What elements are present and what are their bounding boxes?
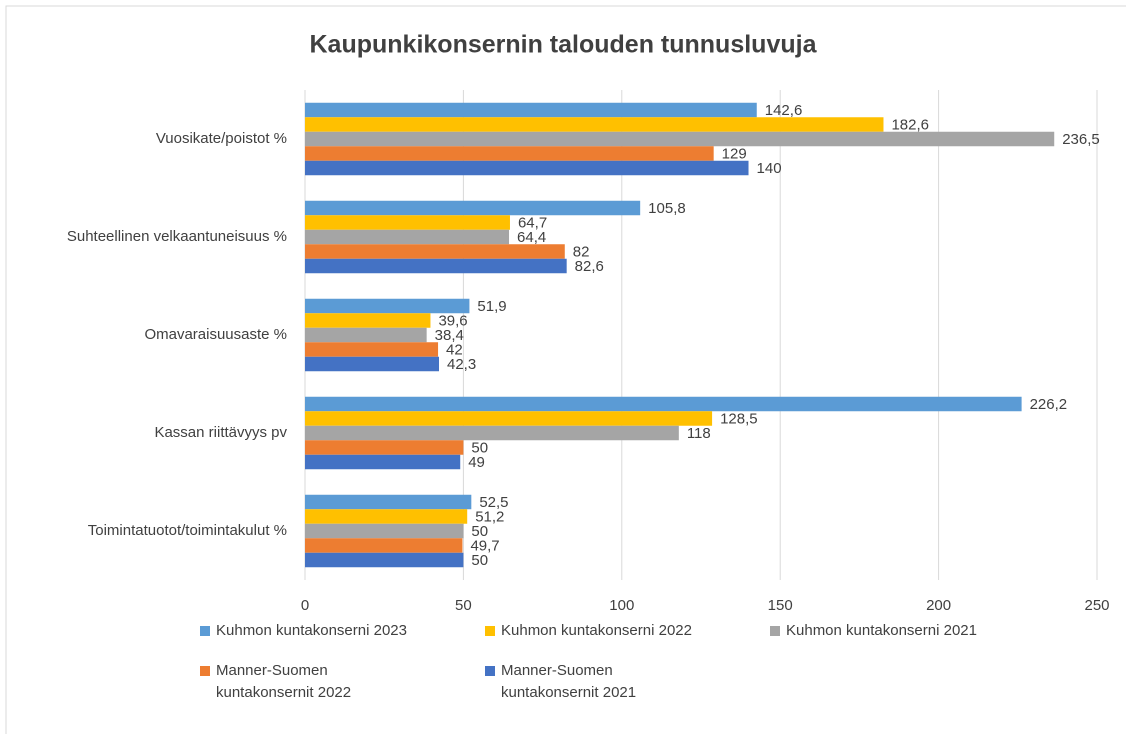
legend-swatch [485,666,495,676]
data-label: 64,4 [517,229,546,246]
legend-swatch [770,626,780,636]
legend: Kuhmon kuntakonserni 2023 Kuhmon kuntakon… [200,620,1080,722]
data-label: 128,5 [720,410,758,427]
x-tick-label: 200 [926,597,951,614]
bar [305,411,713,426]
bar [305,160,749,176]
x-tick-label: 250 [1084,597,1109,614]
data-label: 49,7 [470,537,499,554]
bar [305,117,884,132]
bar [305,298,470,314]
x-tick-label: 100 [609,597,634,614]
data-label: 52,5 [479,494,508,511]
data-label: 38,4 [435,327,464,344]
bar [305,229,510,245]
legend-item: Kuhmon kuntakonserni 2021 [770,620,1055,642]
bar [305,454,461,470]
data-label: 50 [471,552,488,569]
data-label: 50 [471,439,488,456]
bar [305,396,1022,412]
data-label: 64,7 [518,214,547,231]
data-label: 50 [471,523,488,540]
bar [305,102,757,118]
data-label: 39,6 [438,312,467,329]
y-tick-label: Toimintatuotot/toimintakulut % [88,522,287,539]
legend-item: Kuhmon kuntakonserni 2023 [200,620,485,642]
data-label: 42,3 [447,356,476,373]
legend-label: Manner-Suomen kuntakonsernit 2022 [216,662,352,701]
bar [305,356,440,372]
data-label: 82,6 [575,258,604,275]
legend-item: Manner-Suomen kuntakonsernit 2022 [200,660,485,704]
legend-label: Kuhmon kuntakonserni 2022 [501,622,692,639]
bar [305,552,464,568]
bar [305,313,431,328]
data-label: 236,5 [1062,131,1100,148]
x-tick-label: 50 [455,597,472,614]
legend-item: Kuhmon kuntakonserni 2022 [485,620,770,642]
data-label: 226,2 [1030,396,1068,413]
bar [305,131,1055,147]
data-label: 129 [722,145,747,162]
bar [305,327,427,343]
bar [305,342,439,357]
bar [305,146,714,161]
data-label: 51,2 [475,508,504,525]
bar [305,425,679,441]
bar [305,523,464,539]
y-tick-label: Kassan riittävyys pv [154,424,287,441]
y-tick-label: Vuosikate/poistot % [156,130,287,147]
bar [305,538,463,553]
data-label: 82 [573,243,590,260]
bar [305,244,565,259]
data-label: 142,6 [765,102,803,119]
legend-swatch [200,666,210,676]
legend-swatch [200,626,210,636]
chart-title: Kaupunkikonsernin talouden tunnusluvuja [310,31,818,59]
data-label: 51,9 [477,298,506,315]
bar [305,215,510,230]
data-label: 49 [468,454,485,471]
data-label: 105,8 [648,200,686,217]
bar [305,258,567,274]
data-label: 182,6 [891,116,929,133]
x-tick-label: 150 [768,597,793,614]
bar [305,509,468,524]
legend-label: Kuhmon kuntakonserni 2021 [786,622,977,639]
bar [305,200,641,216]
data-label: 118 [687,425,711,442]
legend-swatch [485,626,495,636]
data-label: 140 [757,160,782,177]
legend-item: Manner-Suomen kuntakonsernit 2021 [485,660,770,704]
y-tick-label: Omavaraisuusaste % [144,326,287,343]
chart-border [5,5,1126,734]
bar [305,440,464,455]
y-tick-label: Suhteellinen velkaantuneisuus % [67,228,287,245]
data-label: 42 [446,341,463,358]
x-tick-label: 0 [301,597,309,614]
legend-label: Manner-Suomen kuntakonsernit 2021 [501,662,637,701]
bar [305,494,472,510]
legend-label: Kuhmon kuntakonserni 2023 [216,622,407,639]
